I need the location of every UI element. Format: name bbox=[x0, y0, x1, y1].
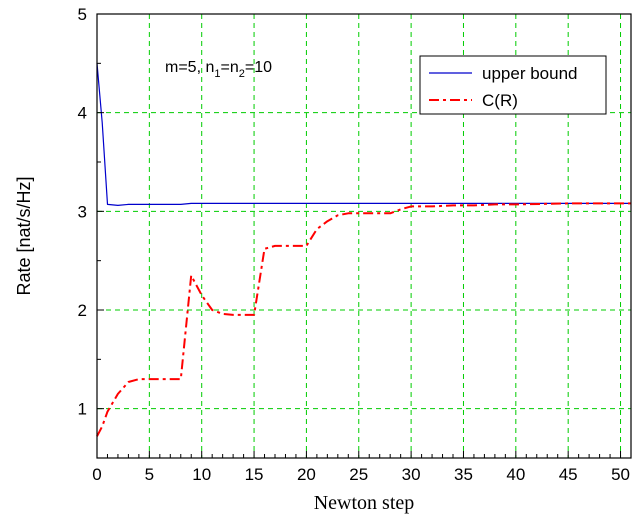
x-tick-label-25: 25 bbox=[349, 465, 368, 484]
x-tick-label-30: 30 bbox=[402, 465, 421, 484]
x-tick-label-0: 0 bbox=[92, 465, 101, 484]
y-tick-label-2: 2 bbox=[78, 301, 87, 320]
legend-label-c-r: C(R) bbox=[482, 91, 518, 110]
series-line-1 bbox=[96, 202, 631, 437]
x-axis-title: Newton step bbox=[314, 492, 415, 514]
annotation-sub-2: 2 bbox=[239, 68, 245, 80]
annotation-sub-1: 1 bbox=[214, 68, 220, 80]
plot-frame bbox=[96, 13, 632, 459]
x-tick-label-5: 5 bbox=[145, 465, 154, 484]
y-tick-label-3: 3 bbox=[78, 202, 87, 221]
x-tick-label-45: 45 bbox=[559, 465, 578, 484]
x-tick-label-40: 40 bbox=[506, 465, 525, 484]
annotation-part-eq: =n bbox=[220, 59, 238, 76]
legend-label-upper-bound: upper bound bbox=[482, 64, 577, 83]
x-tick-label-15: 15 bbox=[245, 465, 264, 484]
x-tick-label-35: 35 bbox=[454, 465, 473, 484]
y-axis-title: Rate [nat/s/Hz] bbox=[14, 176, 34, 295]
legend: upper bound C(R) bbox=[419, 55, 607, 115]
annotation-part-m: m=5, n bbox=[165, 59, 214, 76]
ticks bbox=[96, 13, 632, 459]
series-layer bbox=[96, 63, 631, 437]
annotation-part-val: =10 bbox=[245, 59, 272, 76]
series-line-0 bbox=[96, 63, 631, 206]
y-tick-label-4: 4 bbox=[78, 104, 87, 123]
y-tick-label-5: 5 bbox=[78, 5, 87, 24]
x-tick-label-10: 10 bbox=[192, 465, 211, 484]
x-tick-label-20: 20 bbox=[297, 465, 316, 484]
y-tick-label-1: 1 bbox=[78, 400, 87, 419]
parameter-annotation: m=5, n1=n2=10 bbox=[165, 59, 272, 80]
x-tick-label-50: 50 bbox=[611, 465, 630, 484]
legend-box bbox=[419, 55, 607, 115]
